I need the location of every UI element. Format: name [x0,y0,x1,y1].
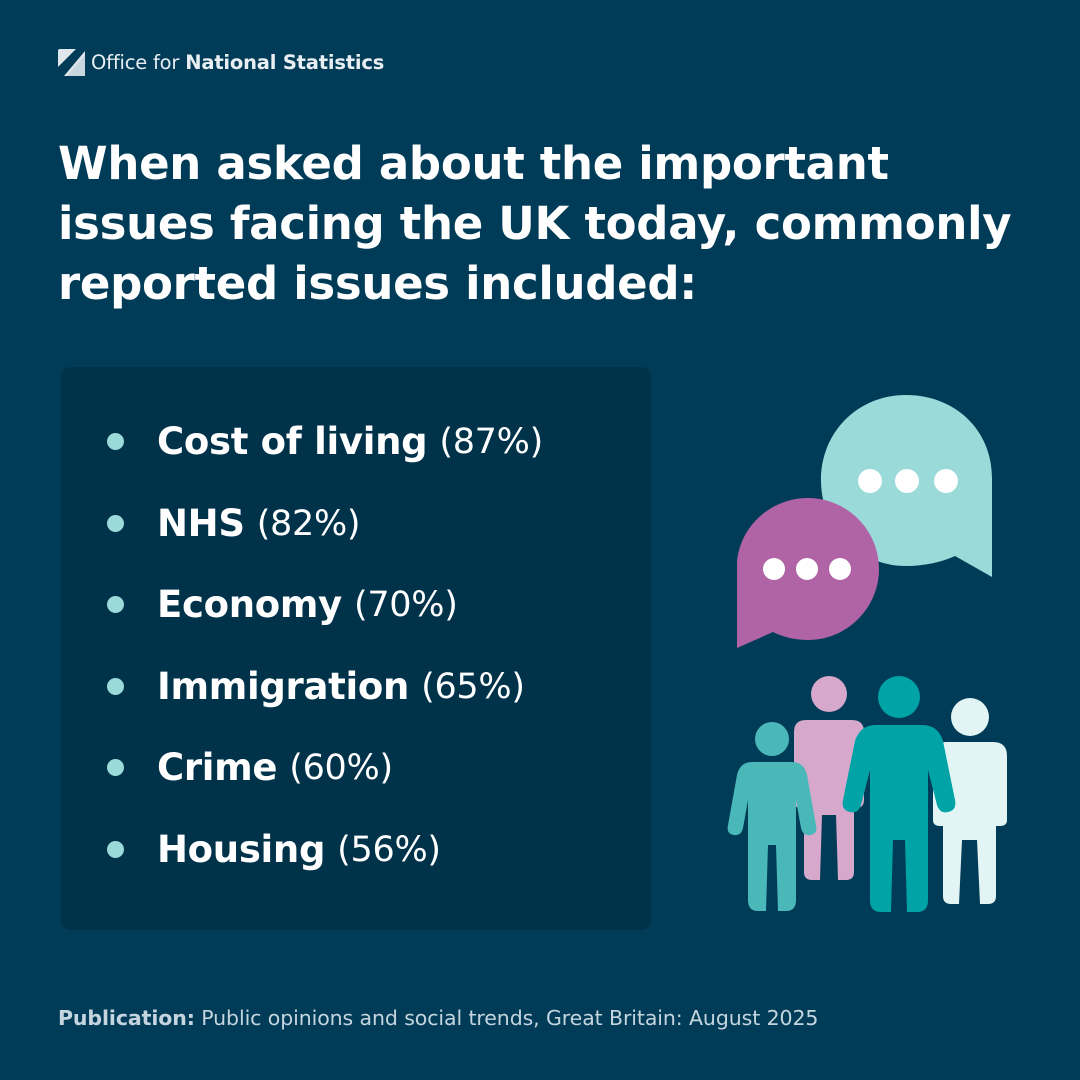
bullet-icon [107,596,124,614]
logo-prefix: Office for [91,51,180,74]
people-group-icon [727,676,1007,912]
issue-label: Immigration [157,664,410,708]
list-item: Cost of living (87%) [61,416,651,498]
person-icon [842,676,956,912]
bullet-icon [107,433,124,450]
person-icon [933,698,1007,904]
issues-list: Cost of living (87%) NHS (82%) Economy (… [61,416,651,906]
bullet-icon [107,514,124,532]
issue-value: (70%) [353,585,458,626]
list-item: Housing (56%) [61,824,651,906]
bullet-icon [107,677,124,695]
ons-logo: Office for National Statistics [58,49,384,76]
list-item: Immigration (65%) [61,661,651,743]
bullet-icon [107,840,124,858]
issue-label: NHS [157,501,245,545]
issue-value: (82%) [256,503,361,544]
issue-value: (65%) [421,666,525,707]
person-icon [727,722,817,911]
illustration [727,395,1007,912]
bullet-icon [107,759,124,777]
source-text: Public opinions and social trends, Great… [201,1006,819,1030]
list-item: Economy (70%) [61,579,651,661]
person-icon [794,676,864,880]
page-title: When asked about the important issues fa… [58,137,1012,310]
logo-name: National Statistics [185,51,385,74]
issue-value: (56%) [337,829,441,870]
issues-panel: Cost of living (87%) NHS (82%) Economy (… [61,367,651,930]
logo-text: Office for National Statistics [91,51,384,74]
speech-bubble-icon [737,498,879,648]
ons-logo-icon [58,49,85,76]
issue-label: Economy [157,583,342,627]
issue-label: Housing [157,827,326,871]
source-label: Publication: [58,1006,195,1030]
issue-label: Cost of living [157,420,428,463]
list-item: NHS (82%) [61,498,651,580]
issue-label: Crime [157,746,278,790]
source-citation: Publication: Public opinions and social … [58,1006,818,1030]
issue-value: (87%) [439,422,543,462]
list-item: Crime (60%) [61,742,651,824]
issue-value: (60%) [289,748,393,789]
